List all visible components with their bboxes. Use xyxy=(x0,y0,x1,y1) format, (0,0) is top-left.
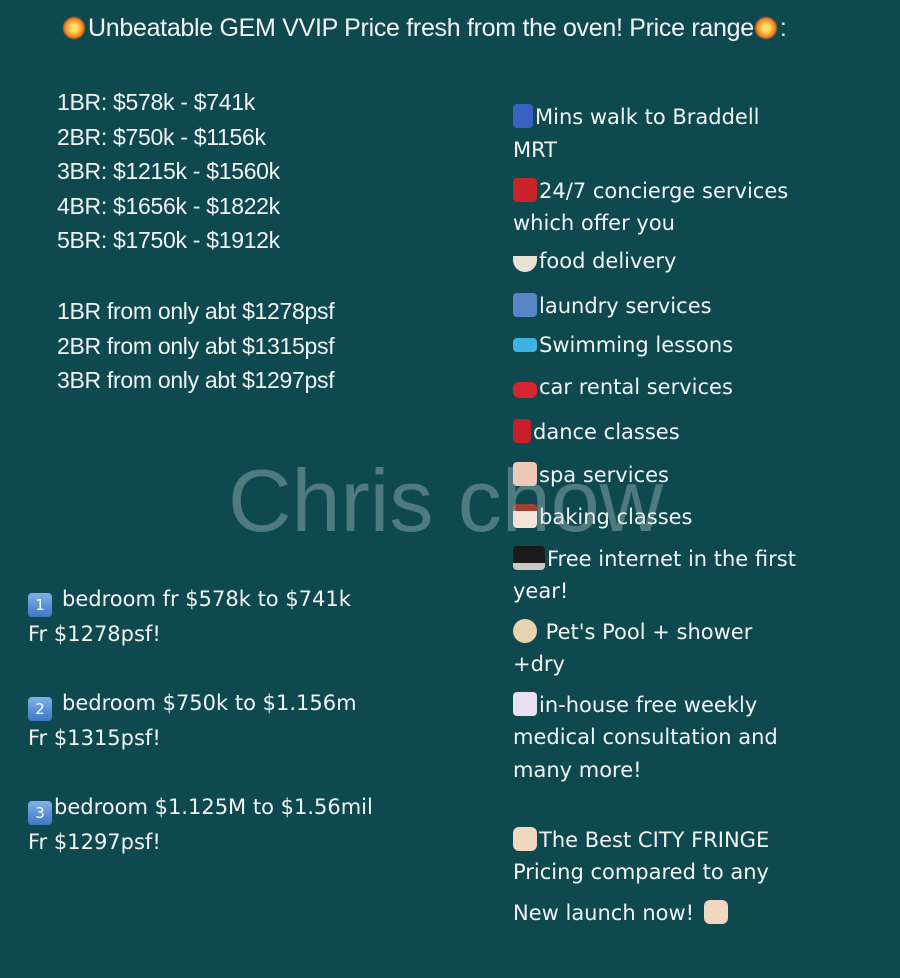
feature-item: Free internet in the first xyxy=(513,546,796,570)
bedroom-item: 2 bedroom $750k to $1.156m xyxy=(28,693,357,721)
telephone-icon xyxy=(513,178,537,202)
bedroom-psf: Fr $1297psf! xyxy=(28,830,161,854)
closing-line: New launch now! xyxy=(513,900,730,924)
feature-item: in-house free weekly xyxy=(513,692,757,716)
feature-item: 24/7 concierge services xyxy=(513,178,788,202)
thumbs-up-icon xyxy=(704,900,729,924)
bedroom-item: 1 bedroom fr $578k to $741k xyxy=(28,589,351,617)
price-range-item: 5BR: $1750k - $1912k xyxy=(57,227,280,253)
closing-line: Pricing compared to any xyxy=(513,860,769,884)
feature-item: Swimming lessons xyxy=(513,335,733,356)
feature-item: food delivery xyxy=(513,251,676,272)
collision-icon xyxy=(62,16,86,40)
feature-item: dance classes xyxy=(513,419,680,443)
psf-item: 1BR from only abt $1278psf xyxy=(57,298,335,324)
watermark: Chris chow xyxy=(228,451,664,550)
price-range-item: 4BR: $1656k - $1822k xyxy=(57,193,280,219)
headline: Unbeatable GEM VVIP Price fresh from the… xyxy=(62,16,787,41)
bedroom-psf: Fr $1315psf! xyxy=(28,726,161,750)
feature-item: Pet's Pool + shower xyxy=(513,619,752,643)
cake-icon xyxy=(513,504,537,528)
closing-line: The Best CITY FRINGE xyxy=(513,827,769,851)
feature-item-cont: year! xyxy=(513,579,569,603)
feature-item-cont: many more! xyxy=(513,758,642,782)
car-icon xyxy=(513,382,537,398)
feature-item: spa services xyxy=(513,462,669,486)
feature-item-cont: medical consultation and xyxy=(513,725,778,749)
hospital-icon xyxy=(513,692,537,716)
thumbs-up-icon xyxy=(513,827,537,851)
price-range-item: 2BR: $750k - $1156k xyxy=(57,124,266,150)
psf-item: 2BR from only abt $1315psf xyxy=(57,333,335,359)
keycap-1-icon: 1 xyxy=(28,593,52,617)
feature-item: car rental services xyxy=(513,377,733,398)
feature-item-cont: +dry xyxy=(513,652,565,676)
shirt-tie-icon xyxy=(513,293,537,317)
spa-face-icon xyxy=(513,462,537,486)
feature-item-cont: which offer you xyxy=(513,211,675,235)
keycap-3-icon: 3 xyxy=(28,801,52,825)
feature-item: Mins walk to Braddell xyxy=(513,104,760,128)
feature-item-cont: MRT xyxy=(513,138,558,162)
feature-item: baking classes xyxy=(513,504,693,528)
price-range-item: 3BR: $1215k - $1560k xyxy=(57,158,280,184)
noodle-bowl-icon xyxy=(513,256,537,272)
swimmer-icon xyxy=(513,338,537,352)
dog-icon xyxy=(513,619,537,643)
laptop-icon xyxy=(513,546,545,570)
walking-person-icon xyxy=(513,104,533,128)
keycap-2-icon: 2 xyxy=(28,697,52,721)
feature-item: laundry services xyxy=(513,293,712,317)
bedroom-item: 3 bedroom $1.125M to $1.56mil xyxy=(28,797,373,825)
bedroom-psf: Fr $1278psf! xyxy=(28,622,161,646)
dancer-icon xyxy=(513,419,531,443)
collision-icon xyxy=(753,16,778,40)
psf-item: 3BR from only abt $1297psf xyxy=(57,367,335,393)
price-range-item: 1BR: $578k - $741k xyxy=(57,89,255,115)
